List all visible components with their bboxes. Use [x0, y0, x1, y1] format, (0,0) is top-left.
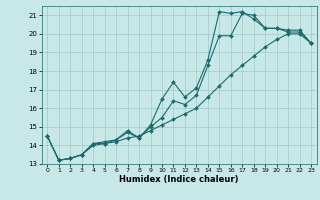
- X-axis label: Humidex (Indice chaleur): Humidex (Indice chaleur): [119, 175, 239, 184]
